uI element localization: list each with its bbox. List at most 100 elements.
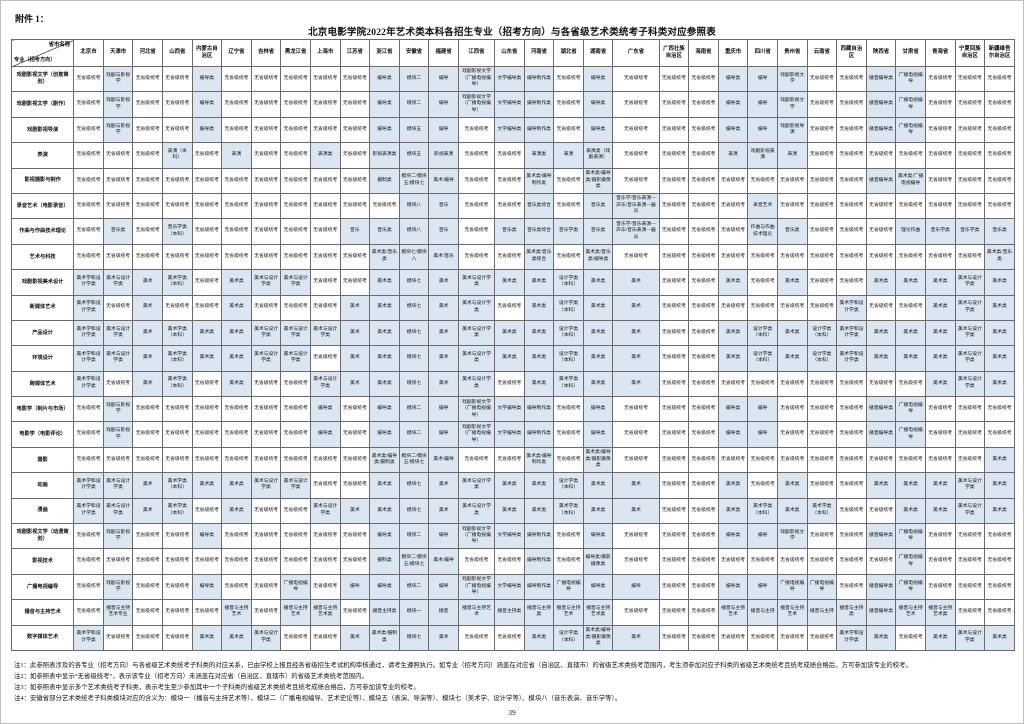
table-cell: 无省级统考 — [688, 65, 719, 93]
table-cell: 编导 — [428, 421, 459, 448]
table-cell: 美术学类（本科） — [747, 497, 778, 525]
table-cell: 播音与主持艺术 — [221, 599, 252, 626]
table-cell: 无省级统考 — [836, 192, 867, 220]
major-label: 戏剧影视文学（动漫策划） — [10, 523, 75, 550]
table-cell: 无省级统考 — [747, 624, 778, 651]
table-cell: 美术类 — [717, 497, 749, 525]
table-cell: 无省级统考 — [309, 269, 341, 296]
table-cell: 无省级统考 — [339, 446, 371, 474]
table-cell: 美术类 — [895, 497, 926, 525]
table-row: 戏剧影视导演 无省级统考 戏剧与影视学 无省级统考 无省级统考 编导类 无省级统考 无省级统考… — [10, 116, 1015, 144]
table-cell: 文学编导类 — [494, 523, 525, 550]
table-cell: 无省级统考 — [954, 396, 986, 423]
table-cell: 无省级统考 — [658, 192, 690, 220]
table-cell: 表演类 — [309, 142, 341, 169]
table-cell: 戏剧影视文学（广播电视编导） — [457, 65, 496, 93]
table-cell: 编导 — [747, 65, 778, 93]
table-cell: 无省级统考 — [494, 243, 525, 271]
table-cell: 编导类 — [582, 116, 614, 144]
table-cell: 无省级统考 — [688, 396, 719, 423]
table-cell: 美术与设计学类 — [280, 269, 311, 296]
table-row: 漫画 美术学和设计学类 美术与设计学类 美术 美术学类（本科） 无省级统考 美术类 无省级统考… — [10, 497, 1015, 525]
table-cell: 编导 — [428, 91, 459, 118]
table-cell: 播音与主持艺术类 — [582, 599, 614, 626]
table-cell: 无省级统考 — [747, 370, 778, 398]
table-cell: 无省级统考 — [250, 218, 282, 245]
table-cell: 美术类 — [494, 269, 525, 296]
table-cell: 美术类 — [984, 624, 1015, 651]
table-cell: 美术 — [428, 497, 459, 525]
table-cell: 美术类 — [191, 624, 223, 651]
table-cell: 无省级统考 — [776, 192, 808, 220]
table-cell: 无省级统考 — [161, 396, 193, 423]
table-cell: 无省级统考 — [553, 167, 584, 194]
table-cell: 无省级统考 — [339, 269, 371, 296]
major-label: 环境设计 — [10, 345, 75, 372]
table-cell: 模块七 — [398, 472, 430, 499]
province-header: 四川省 — [747, 39, 778, 67]
table-cell: 摄制类 — [369, 167, 400, 194]
footnotes: 注1：此参照表涉及的各专业（招考方向）与各省级艺术类统考子科类的对应关系，已由学… — [14, 660, 1014, 704]
table-cell: 无省级统考 — [161, 599, 193, 626]
table-cell: 播音与主持艺术 — [895, 599, 926, 626]
table-cell: 戏剧影视文学（广播电视编导） — [457, 396, 496, 423]
table-cell: 无省级统考 — [280, 142, 311, 169]
table-cell: 美术类 — [221, 624, 252, 651]
table-cell: 美术 — [612, 269, 660, 296]
table-cell: 无省级统考 — [339, 167, 371, 194]
table-cell: 无省级统考 — [132, 446, 163, 474]
table-cell: 无省级统考 — [457, 116, 496, 144]
table-cell: 摄制类 — [369, 548, 400, 575]
table-cell: 美术类 — [717, 472, 749, 499]
table-cell: 美术类 — [717, 319, 749, 347]
table-cell: 模块七 — [398, 294, 430, 321]
table-cell: 广播电视编导 — [895, 548, 926, 575]
major-label: 影视技术 — [10, 548, 75, 575]
table-cell: 无省级统考 — [836, 421, 867, 448]
table-cell: 无省级统考 — [895, 142, 926, 169]
table-cell: 模块八 — [398, 192, 430, 220]
table-cell: 无省级统考 — [612, 65, 660, 93]
table-cell: 无省级统考 — [836, 523, 867, 550]
footnote-3: 注3：如参照表中显示多个艺术类统考子科类，表示考生至少参加其中一个子科类的省级艺… — [14, 684, 420, 692]
table-cell: 美术类 — [865, 319, 897, 347]
table-cell: 无省级统考 — [612, 243, 660, 271]
table-cell: 美术/编导 — [428, 548, 459, 575]
table-cell: 无省级统考 — [161, 421, 193, 448]
table-cell: 美术类 — [924, 370, 956, 398]
table-cell: 无省级统考 — [776, 396, 808, 423]
table-cell: 美术/编导 — [428, 167, 459, 194]
table-cell: 无省级统考 — [865, 218, 897, 245]
table-cell: 文学编导类 — [494, 91, 525, 118]
table-cell: 美术 — [428, 269, 459, 296]
table-cell: 播音与主持艺术 — [553, 599, 584, 626]
table-cell: 美术类/编导类/摄制类 — [369, 446, 400, 474]
table-cell: 美术类 — [369, 497, 400, 525]
table-row: 环境设计 美术学和设计学类 美术与设计学类 美术 美术学类（本科） 美术类 美术类 美术与设计… — [10, 345, 1015, 372]
table-cell: 广播电视编导 — [776, 573, 808, 601]
table-cell: 广播电视编导 — [895, 116, 926, 144]
table-cell: 美术类/编导类/摄影摄像类 — [582, 446, 614, 474]
table-cell: 美术类 — [924, 319, 956, 347]
table-cell: 无省级统考 — [309, 91, 341, 118]
table-row: 电影学（制片与市场） 无省级统考 戏剧与影视学 无省级统考 无省级统考 无省级统考 无省级统… — [10, 396, 1015, 423]
table-cell: 无省级统考 — [984, 523, 1015, 550]
table-cell: 音乐学类（本科） — [161, 218, 193, 245]
table-cell: 音乐 — [428, 218, 459, 245]
province-header: 黑龙江省 — [280, 39, 311, 67]
table-cell: 无省级统考 — [658, 523, 690, 550]
table-cell: 美术 — [132, 345, 163, 372]
table-cell: 美术 — [612, 294, 660, 321]
table-cell: 广播电视编导 — [806, 573, 838, 601]
table-cell: 戏剧影视文学 — [776, 523, 808, 550]
table-cell: 美术类 — [523, 269, 555, 296]
table-cell: 编导类 — [717, 91, 749, 118]
table-cell: 无省级统考 — [191, 446, 223, 474]
table-cell: 无省级统考 — [369, 192, 400, 220]
table-cell: 无省级统考 — [688, 624, 719, 651]
table-cell: 无省级统考 — [494, 446, 525, 474]
table-cell: 无省级统考 — [132, 421, 163, 448]
table-cell: 美术与设计学类 — [280, 319, 311, 347]
province-header: 天津市 — [102, 39, 134, 67]
table-cell: 表演（本科） — [161, 142, 193, 169]
